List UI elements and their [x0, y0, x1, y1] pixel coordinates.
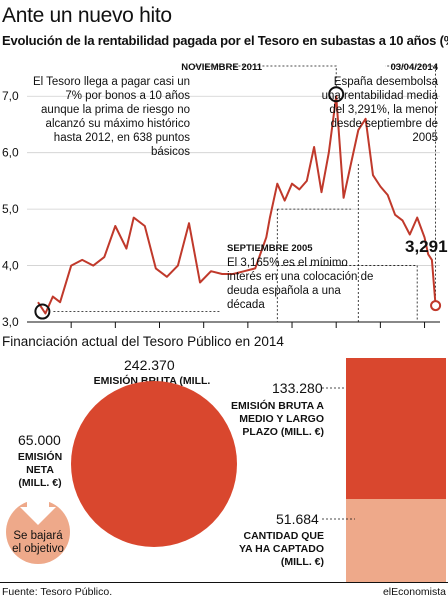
- brand-logo: elEconomista: [382, 586, 446, 598]
- annotation-apr2014-head: 03/04/2014: [390, 62, 438, 73]
- down-arrow-icon: [20, 498, 56, 525]
- last-value-label: 3,291: [405, 237, 448, 256]
- net-issuance-value: 65.000: [18, 432, 61, 448]
- medium-long-issuance-value: 133.280: [272, 380, 323, 396]
- leader-apr2014: [385, 65, 436, 300]
- annotation-nov2011-head: NOVIEMBRE 2011: [181, 62, 262, 73]
- annotation-apr2014-body: España desembolsa una rentabilidad media…: [321, 76, 438, 144]
- annotation-nov2011-body: El Tesoro llega a pagar casi un 7% por b…: [32, 76, 190, 158]
- captured-amount-label: CANTIDAD QUE YA HA CAPTADO (MILL. €): [239, 530, 324, 568]
- medium-long-issuance-label: EMISIÓN BRUTA A MEDIO Y LARGO PLAZO (MIL…: [231, 400, 324, 438]
- net-issuance-note: Se bajará el objetivo: [12, 530, 64, 555]
- yield-series-line: [37, 95, 437, 315]
- captured-amount-value: 51.684: [276, 511, 319, 527]
- gross-issuance-circle: [71, 381, 237, 547]
- annotation-sep2005-head: SEPTIEMBRE 2005: [227, 243, 313, 254]
- footer-divider: [0, 582, 448, 583]
- net-issuance-label: EMISIÓN NETA (MILL. €): [17, 451, 63, 489]
- peak-marker: [328, 86, 345, 103]
- y-tick-label: 3,0: [2, 315, 19, 329]
- chart-subtitle: Evolución de la rentabilidad pagada por …: [2, 33, 448, 48]
- y-tick-label: 5,0: [2, 202, 19, 216]
- line-chart: 05200620072008200920102011201220132014 7…: [2, 65, 442, 329]
- captured-amount-bar: [346, 499, 446, 582]
- annotation-sep2005-body: El 3,165% es el mínimo interés en una co…: [227, 257, 374, 311]
- last-point-marker: [430, 300, 442, 312]
- financing-graphic: [6, 358, 446, 582]
- y-tick-label: 6,0: [2, 146, 19, 160]
- gross-issuance-value: 242.370: [124, 357, 175, 373]
- net-issuance-circle: [6, 500, 70, 564]
- financing-title: Financiación actual del Tesoro Público e…: [2, 334, 284, 349]
- min-marker: [34, 303, 51, 320]
- page-title: Ante un nuevo hito: [2, 4, 172, 27]
- y-tick-label: 7,0: [2, 89, 19, 103]
- leader-nov2011: [195, 65, 337, 87]
- source-note: Fuente: Tesoro Público.: [2, 586, 113, 598]
- y-tick-label: 4,0: [2, 259, 19, 273]
